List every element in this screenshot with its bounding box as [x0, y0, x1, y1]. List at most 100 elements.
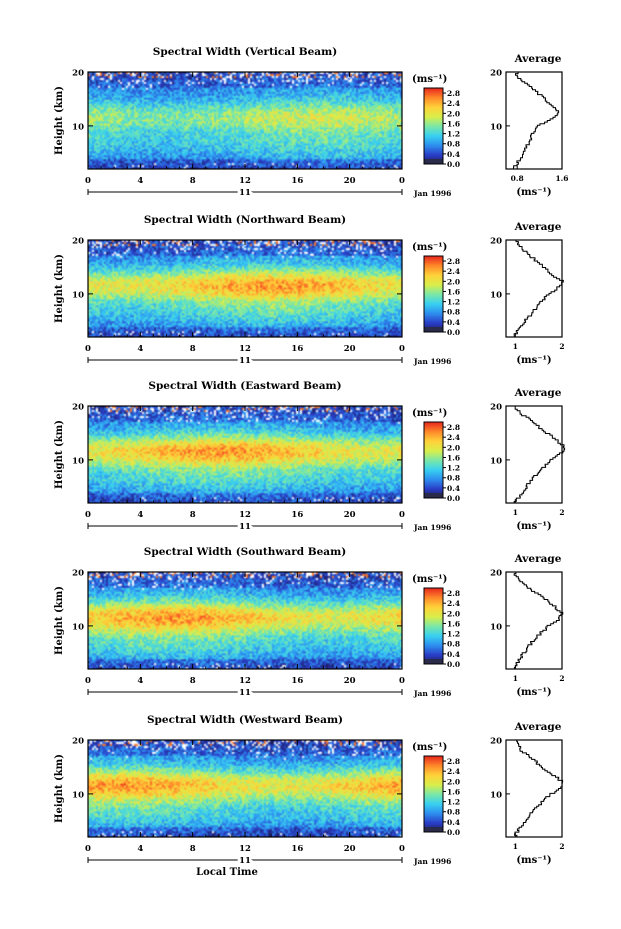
- colorbar-tick-label: 2.4: [447, 267, 460, 276]
- colorbar-segment: [424, 607, 443, 609]
- average-title: Average: [514, 721, 562, 733]
- colorbar-tick-label: 2.4: [447, 433, 460, 442]
- colorbar-segment: [424, 272, 443, 275]
- x-tick-label: 20: [344, 676, 356, 686]
- colorbar-segment: [424, 295, 443, 297]
- colorbar-tick-label: 0.0: [447, 328, 460, 337]
- colorbar-segment: [424, 134, 443, 137]
- colorbar-segment: [424, 605, 443, 608]
- colorbar-tick-label: 0.8: [447, 140, 460, 149]
- colorbar-segment: [424, 655, 443, 657]
- colorbar-segment: [424, 425, 443, 428]
- colorbar-segment: [424, 262, 443, 264]
- colorbar-tick-label: 1.2: [447, 130, 460, 139]
- colorbar-segment: [424, 757, 443, 759]
- colorbar-segment: [424, 136, 443, 138]
- colorbar-segment: [424, 88, 443, 90]
- colorbar-segment: [424, 588, 443, 590]
- colorbar-segment: [424, 609, 443, 612]
- colorbar-segment: [424, 423, 443, 425]
- colorbar-segment: [424, 631, 443, 633]
- y-tick-label: 20: [72, 737, 84, 747]
- average-frame: [505, 571, 563, 670]
- colorbar-segment: [424, 780, 443, 782]
- x-tick-label: 20: [344, 176, 356, 186]
- colorbar-segment: [424, 465, 443, 467]
- colorbar-segment: [424, 601, 443, 604]
- y-tick-label: 10: [72, 290, 84, 300]
- colorbar-segment: [424, 320, 443, 323]
- colorbar-tick-label: 2.8: [447, 257, 460, 266]
- colorbar-segment: [424, 147, 443, 150]
- colorbar-segment: [424, 424, 443, 427]
- average-y-tick-label: 10: [490, 456, 502, 466]
- date-label: Jan 1996: [413, 189, 451, 198]
- colorbar-segment: [424, 773, 443, 776]
- colorbar-tick-label: 2.8: [447, 423, 460, 432]
- average-x-tick-label: 1: [513, 508, 518, 517]
- colorbar-segment: [424, 484, 443, 486]
- colorbar-segment: [424, 776, 443, 778]
- colorbar-segment: [424, 141, 443, 143]
- colorbar-segment: [424, 806, 443, 809]
- colorbar-segment: [424, 794, 443, 796]
- y-axis-label: Height (km): [54, 254, 65, 323]
- average-x-tick-label: 2: [559, 508, 564, 517]
- colorbar-segment: [424, 596, 443, 599]
- x-tick-label: 8: [190, 176, 196, 186]
- colorbar-segment: [424, 139, 443, 142]
- colorbar-segment: [424, 590, 443, 593]
- colorbar-segment: [424, 629, 443, 632]
- colorbar-segment: [424, 94, 443, 96]
- colorbar-frame: [423, 87, 444, 165]
- panel-1: Spectral Width (Vertical Beam) Average 0 4 8…: [54, 46, 569, 201]
- units-label: (ms⁻¹): [412, 742, 447, 753]
- colorbar-segment: [424, 622, 443, 624]
- colorbar-tick-label: 0.8: [447, 474, 460, 483]
- colorbar-segment: [424, 152, 443, 155]
- colorbar-segment: [424, 613, 443, 615]
- colorbar-segment: [424, 302, 443, 305]
- colorbar-tick-label: 1.6: [447, 453, 460, 462]
- colorbar-tick-label: 0.4: [447, 150, 460, 159]
- average-frame: [505, 739, 563, 838]
- colorbar-segment: [424, 138, 443, 141]
- y-axis-label: Height (km): [54, 86, 65, 155]
- colorbar-segment: [424, 472, 443, 475]
- colorbar-segment: [424, 820, 443, 823]
- average-x-tick-label: 2: [559, 842, 564, 851]
- colorbar-segment: [424, 593, 443, 595]
- colorbar-segment: [424, 475, 443, 477]
- colorbar-segment: [424, 638, 443, 641]
- x-tick-label: 12: [239, 676, 251, 686]
- colorbar-segment: [424, 89, 443, 91]
- colorbar-segment: [424, 795, 443, 797]
- colorbar-segment: [424, 651, 443, 653]
- colorbar-segment: [424, 118, 443, 121]
- colorbar-segment: [424, 451, 443, 453]
- colorbar-segment: [424, 127, 443, 129]
- colorbar-segment: [424, 112, 443, 114]
- colorbar-tick-label: 1.6: [447, 119, 460, 128]
- colorbar-segment: [424, 788, 443, 791]
- units-label: (ms⁻¹): [412, 408, 447, 419]
- colorbar-segment: [424, 294, 443, 296]
- colorbar-tick-label: 1.2: [447, 464, 460, 473]
- colorbar-segment: [424, 137, 443, 140]
- colorbar-segment: [424, 772, 443, 775]
- colorbar-segment: [424, 422, 443, 424]
- units-label: (ms⁻¹): [412, 574, 447, 585]
- x-tick-label: 4: [137, 844, 143, 854]
- colorbar-tick-label: 1.6: [447, 619, 460, 628]
- colorbar-segment: [424, 639, 443, 642]
- average-x-tick-label: 0.8: [511, 174, 524, 183]
- colorbar-segment: [424, 824, 443, 827]
- colorbar-segment: [424, 309, 443, 311]
- colorbar-segment: [424, 624, 443, 627]
- average-title: Average: [514, 553, 562, 565]
- colorbar-segment: [424, 99, 443, 102]
- colorbar-segment: [424, 434, 443, 437]
- colorbar-segment: [424, 132, 443, 134]
- colorbar-segment: [424, 316, 443, 319]
- colorbar-segment: [424, 304, 443, 306]
